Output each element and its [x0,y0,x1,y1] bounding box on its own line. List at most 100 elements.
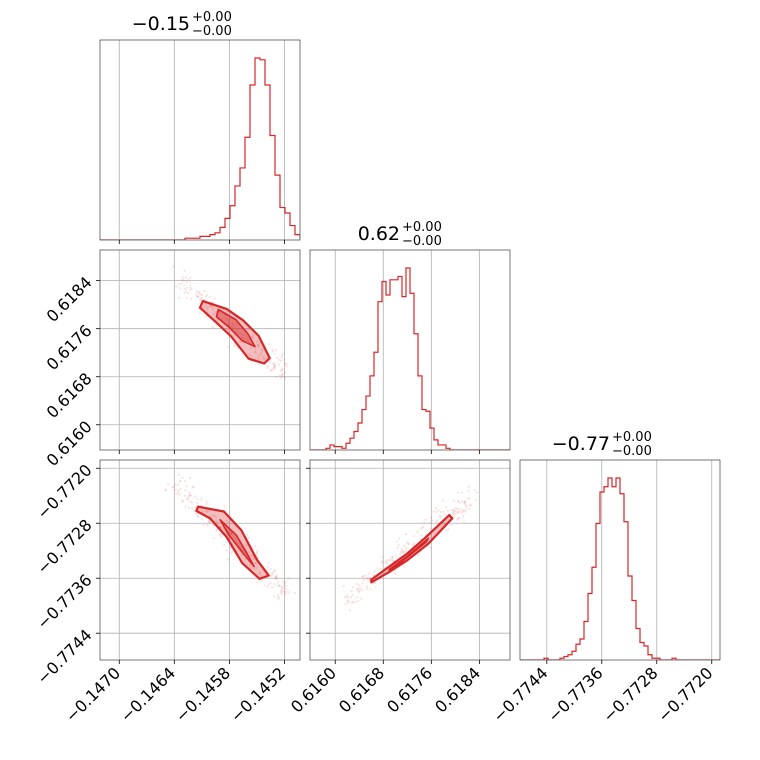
scatter-point [439,515,442,518]
scatter-point [396,546,399,550]
scatter-point [346,596,350,599]
panel-frame [519,459,721,661]
scatter-point [266,566,269,569]
scatter-point [275,576,278,580]
scatter-point [400,547,403,551]
scatter-point [185,296,188,300]
scatter-point [406,541,409,544]
scatter-point [248,564,251,567]
panel-2-0: −0.1470−0.1464−0.1458−0.1452−0.7744−0.77… [33,459,301,726]
scatter-point [419,534,423,537]
title-lower-error-1: −0.00 [402,234,442,249]
scatter-point [231,323,234,326]
title-lower-error-2: −0.00 [612,444,652,459]
scatter-point [213,514,217,518]
scatter-point [196,515,200,518]
scatter-point [223,544,226,547]
scatter-point [261,348,264,351]
scatter-point [444,513,447,517]
scatter-point [283,582,286,586]
scatter-point [456,518,459,521]
scatter-point [342,584,345,588]
scatter-point [452,508,455,512]
scatter-point [398,552,402,556]
scatter-point [194,512,198,516]
scatter-point [187,507,191,510]
scatter-point [349,596,353,599]
scatter-point [351,586,355,589]
scatter-point [176,483,180,486]
scatter-point [451,511,455,514]
scatter-point [406,542,410,545]
scatter-point [195,295,199,298]
scatter-point [392,559,395,563]
scatter-point [274,574,278,577]
scatter-point [254,545,257,548]
scatter-point [231,326,234,329]
scatter-point [208,521,212,524]
scatter-point [388,559,392,562]
scatter-point [184,290,188,293]
scatter-point [249,347,253,350]
scatter-point [432,510,435,513]
scatter-point [356,587,359,590]
scatter-point [197,291,200,294]
scatter-point [187,278,190,281]
title-lower-error-0: −0.00 [192,24,232,39]
scatter-point [263,584,266,587]
scatter-point [351,594,354,597]
scatter-point [200,497,203,501]
scatter-point [190,287,193,290]
scatter-point [203,305,206,309]
scatter-point [441,499,444,502]
scatter-point [467,489,470,493]
scatter-point [230,532,233,535]
scatter-point [234,323,237,327]
scatter-point [280,592,283,595]
scatter-point [172,485,175,489]
scatter-point [257,353,260,356]
scatter-point [385,560,388,564]
scatter-point [357,600,360,603]
scatter-point [405,546,408,549]
scatter-point [186,497,189,500]
scatter-point [345,599,349,602]
scatter-point [464,509,468,512]
scatter-point [210,305,213,309]
scatter-point [206,308,209,311]
scatter-point [181,276,185,279]
scatter-point [256,344,260,347]
scatter-point [227,327,230,331]
y-tick-label: −0.7728 [33,515,96,578]
scatter-point [198,299,201,302]
scatter-point [203,289,206,293]
scatter-point [164,489,168,492]
scatter-point [213,537,216,540]
scatter-point [244,557,247,561]
scatter-point [196,501,199,505]
scatter-point [252,557,255,560]
scatter-point [461,515,464,518]
scatter-point [283,375,286,379]
scatter-point [208,304,211,307]
scatter-point [226,322,230,326]
scatter-point [247,339,251,342]
scatter-point [468,507,471,510]
scatter-point [255,566,258,569]
scatter-point [457,499,460,502]
scatter-point [273,352,276,356]
scatter-point [394,572,397,575]
scatter-point [346,594,349,597]
y-tick-label: 0.6168 [43,369,96,422]
scatter-point [442,510,445,513]
scatter-point [365,585,369,588]
scatter-point [434,506,438,510]
x-tick-label: 0.6168 [335,663,388,716]
scatter-point [256,581,259,584]
scatter-point [391,556,395,559]
scatter-point [282,372,285,376]
scatter-point [191,485,194,489]
